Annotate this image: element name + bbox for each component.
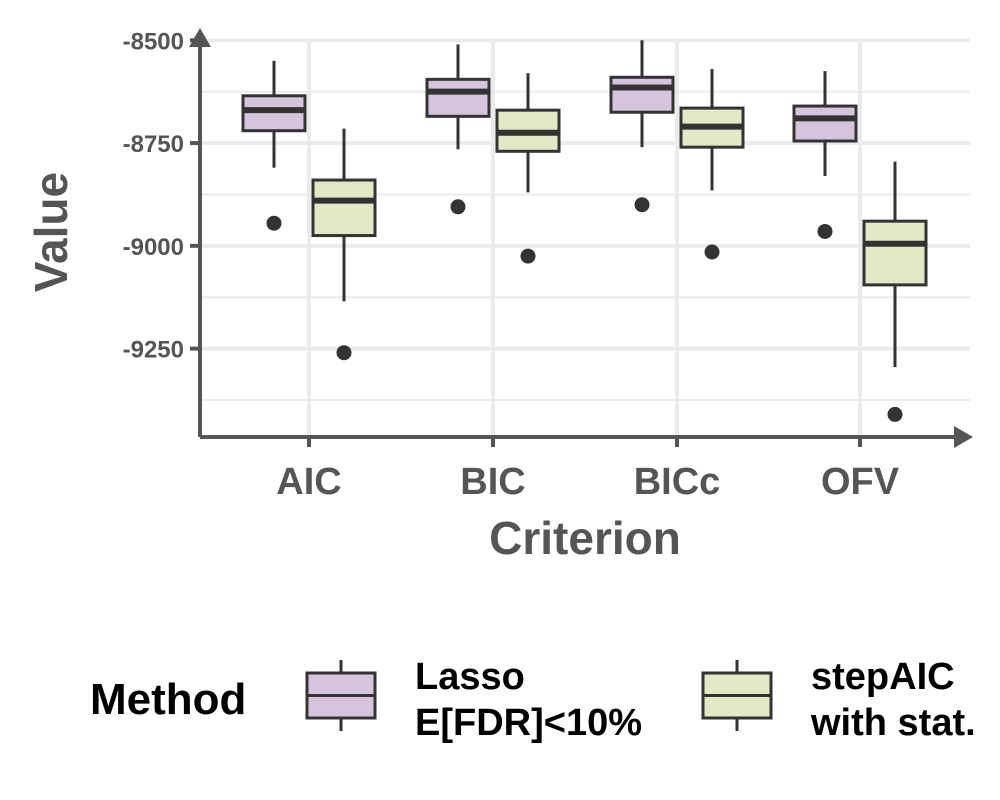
x-tick-label-bicc: BICc [634,461,721,503]
x-tick-label-ofv: OFV [821,461,900,503]
bicc-series-2-outlier-point [704,244,720,260]
ofv-series-2-outlier-point [887,406,903,422]
legend-label-line: Lasso [415,656,525,698]
ofv-series-1-outlier-point [817,223,833,239]
aic-series-1-outlier-point [266,215,282,231]
legend-label-line: stepAIC [811,656,955,698]
aic-series-1-iqr-rect [241,94,307,133]
x-axis-title: Criterion [489,512,681,564]
axes: -8500 -8750 -9000 -9250 AIC BIC BICc OFV [123,28,973,503]
aic-series-2-outlier-point [336,345,352,361]
bicc-series-1-box [609,40,675,213]
grid [200,38,970,437]
aic-series-2-iqr-rect [311,178,377,238]
ofv-series-2-iqr-rect [862,219,928,287]
legend-title: Method [90,675,246,724]
ofv-series-2-box [862,161,928,422]
aic-series-2-box [311,128,377,361]
bic-series-1-outlier-point [450,199,466,215]
x-tick-label-bic: BIC [460,461,525,503]
y-tick-label: -8500 [123,28,184,55]
y-tick-label: -9250 [123,337,184,364]
aic-series-1-box [241,60,307,231]
y-tick-label: -8750 [123,131,184,158]
bic-series-1-box [425,44,491,215]
bic-series-2-box [495,73,561,264]
bicc-series-1-iqr-rect [609,75,675,114]
bicc-series-2-box [679,69,745,260]
bicc-series-1-outlier-point [634,197,650,213]
y-axis-title: Value [25,172,77,292]
y-tick-label: -9000 [123,234,184,261]
bic-series-1-iqr-rect [425,77,491,118]
x-tick-label-aic: AIC [276,461,341,503]
ofv-series-1-box [792,71,858,239]
bic-series-2-outlier-point [520,248,536,264]
boxes [241,40,928,422]
legend-label-line: with stat. [810,702,976,744]
x-axis-arrowhead [954,426,973,448]
ofv-series-1-iqr-rect [792,104,858,143]
legend-label-line: E[FDR]<10% [415,702,642,744]
y-axis-arrowhead [189,28,211,47]
